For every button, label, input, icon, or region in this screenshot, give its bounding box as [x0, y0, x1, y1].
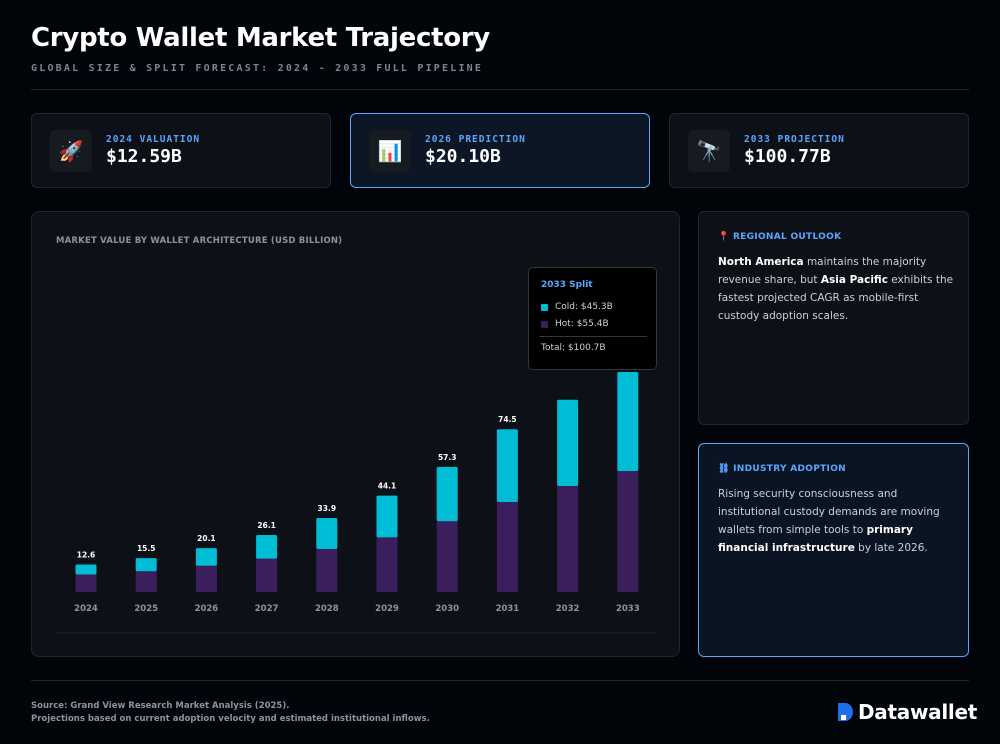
bar-hot-2025[interactable]	[135, 571, 157, 592]
x-tick-2032: 2032	[556, 604, 580, 614]
bar-hot-2031[interactable]	[496, 501, 518, 592]
tooltip-total: Total: $100.7B	[541, 343, 606, 353]
rocket-icon: 🚀	[50, 130, 92, 172]
regional-outlook-heading: 📍 REGIONAL OUTLOOK	[718, 232, 842, 242]
chart-panel: MARKET VALUE BY WALLET ARCHITECTURE (USD…	[31, 211, 680, 657]
x-tick-2033: 2033	[616, 604, 640, 614]
bar-cold-2030[interactable]	[436, 466, 458, 522]
industry-highlight: primary financial infrastructure	[718, 524, 913, 554]
bar-hot-2026[interactable]	[195, 565, 217, 592]
kpi-card-2026[interactable]: 📊 2026 PREDICTION $20.10B	[350, 113, 650, 188]
tooltip-hot-value: Hot: $55.4B	[555, 319, 609, 329]
regional-outlook-text: North America maintains the majority rev…	[718, 253, 954, 325]
page-subtitle: GLOBAL SIZE & SPLIT FORECAST: 2024 - 203…	[31, 63, 484, 74]
tooltip-cold-value: Cold: $45.3B	[555, 302, 613, 312]
tooltip-title: 2033 Split	[541, 280, 593, 290]
regional-text-b: exhibits the fastest projected CAGR as m…	[718, 274, 954, 322]
bar-hot-2028[interactable]	[316, 548, 338, 592]
bar-cold-2024[interactable]	[75, 564, 97, 575]
legend-swatch-cold	[541, 303, 548, 311]
bar-cold-2032[interactable]	[557, 399, 579, 487]
brand-name: Datawallet	[858, 700, 977, 724]
x-tick-2027: 2027	[255, 604, 279, 614]
kpi-card-2024[interactable]: 🚀 2024 VALUATION $12.59B	[31, 113, 331, 188]
bar-hot-2024[interactable]	[75, 574, 97, 592]
footer-source: Source: Grand View Research Market Analy…	[31, 700, 430, 726]
x-tick-2026: 2026	[195, 604, 219, 614]
x-tick-2029: 2029	[375, 604, 399, 614]
industry-adoption-card: ⛓ INDUSTRY ADOPTION Rising security cons…	[698, 443, 969, 657]
bar-cold-2029[interactable]	[376, 495, 398, 538]
industry-text-b: by late 2026.	[854, 542, 928, 554]
tooltip-row-cold: Cold: $45.3B	[541, 302, 613, 312]
x-tick-2028: 2028	[315, 604, 339, 614]
bar-hot-2033[interactable]	[617, 470, 639, 592]
page-title: Crypto Wallet Market Trajectory	[31, 23, 490, 53]
datawallet-logo-icon	[838, 703, 853, 721]
data-label-2026: 20.1	[197, 534, 216, 543]
bar-cold-2027[interactable]	[256, 534, 278, 559]
region-north-america: North America	[718, 256, 804, 268]
bar-chart-icon: 📊	[369, 130, 411, 172]
regional-outlook-card: 📍 REGIONAL OUTLOOK North America maintai…	[698, 211, 969, 425]
bar-cold-2028[interactable]	[316, 517, 338, 549]
brand-logo[interactable]: Datawallet	[836, 700, 977, 724]
kpi-card-2033[interactable]: 🔭 2033 PROJECTION $100.77B	[669, 113, 969, 188]
x-tick-2030: 2030	[435, 604, 459, 614]
bar-hot-2030[interactable]	[436, 521, 458, 592]
kpi-label: 2033 PROJECTION	[744, 134, 845, 145]
data-label-2027: 26.1	[257, 521, 276, 530]
telescope-icon: 🔭	[688, 130, 730, 172]
legend-swatch-hot	[541, 320, 548, 328]
header-divider	[31, 89, 969, 90]
regional-text-a: maintains the majority revenue share, bu…	[718, 256, 927, 286]
bar-hot-2027[interactable]	[256, 558, 278, 592]
x-tick-2031: 2031	[496, 604, 520, 614]
data-label-2031: 74.5	[498, 415, 517, 424]
industry-text-a: Rising security consciousness and instit…	[718, 488, 940, 536]
chart-tooltip: 2033 Split Cold: $45.3B Hot: $55.4B Tota…	[528, 267, 657, 370]
data-label-2028: 33.9	[318, 504, 337, 513]
bar-cold-2031[interactable]	[496, 429, 518, 502]
kpi-value: $100.77B	[744, 146, 831, 167]
data-label-2025: 15.5	[137, 544, 156, 553]
kpi-value: $12.59B	[106, 146, 182, 167]
tooltip-divider	[539, 336, 647, 337]
bar-cold-2026[interactable]	[195, 548, 217, 566]
region-asia-pacific: Asia Pacific	[820, 274, 888, 286]
data-label-2024: 12.6	[77, 550, 96, 559]
footer-divider	[31, 680, 969, 681]
projection-note: Projections based on current adoption ve…	[31, 714, 430, 724]
bar-chart: 12.6 2024 15.5 2025 20.1 2026 26.1 2027 33.9 2028…	[56, 372, 657, 634]
data-label-2029: 44.1	[378, 482, 397, 491]
data-label-2030: 57.3	[438, 453, 457, 462]
bar-cold-2025[interactable]	[135, 558, 157, 572]
industry-adoption-text: Rising security consciousness and instit…	[718, 485, 954, 557]
kpi-label: 2026 PREDICTION	[425, 134, 526, 145]
kpi-label: 2024 VALUATION	[106, 134, 201, 145]
kpi-value: $20.10B	[425, 146, 501, 167]
x-tick-2024: 2024	[74, 604, 98, 614]
bar-hot-2032[interactable]	[557, 486, 579, 592]
bar-hot-2029[interactable]	[376, 537, 398, 592]
x-tick-2025: 2025	[134, 604, 158, 614]
bar-cold-2033[interactable]	[617, 372, 639, 471]
source-line: Source: Grand View Research Market Analy…	[31, 701, 290, 711]
industry-adoption-heading: ⛓ INDUSTRY ADOPTION	[718, 464, 846, 474]
chart-title: MARKET VALUE BY WALLET ARCHITECTURE (USD…	[56, 236, 343, 246]
tooltip-row-hot: Hot: $55.4B	[541, 319, 609, 329]
